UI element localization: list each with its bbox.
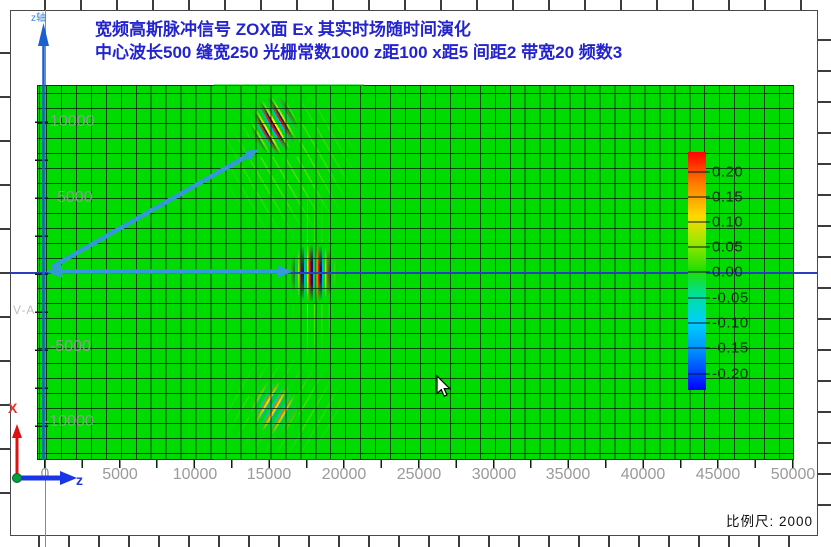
y-axis-ticks bbox=[35, 85, 48, 461]
colorbar-tick: 0.00 bbox=[688, 264, 743, 281]
colorbar-tick-line bbox=[688, 221, 710, 223]
ruler-top bbox=[10, 0, 818, 10]
x-tick-label: 40000 bbox=[620, 466, 666, 483]
colorbar-tick: -0.20 bbox=[688, 366, 749, 383]
colorbar-tick: -0.10 bbox=[688, 315, 749, 332]
colorbar-tick-label: -0.20 bbox=[712, 365, 749, 383]
scale-ruler-label: 比例尺: 2000 bbox=[725, 514, 813, 529]
colorbar-tick: -0.15 bbox=[688, 340, 749, 357]
colorbar-tick-label: 0.05 bbox=[712, 238, 744, 256]
colorbar bbox=[688, 152, 706, 390]
colorbar-tick-label: -0.10 bbox=[712, 314, 749, 332]
vertical-axis-label: z轴 bbox=[31, 13, 46, 24]
x-tick-label: 15000 bbox=[246, 466, 292, 483]
colorbar-tick-line bbox=[688, 246, 710, 248]
x-tick-label: 45000 bbox=[695, 466, 741, 483]
colorbar-tick-label: -0.05 bbox=[712, 289, 749, 307]
colorbar-tick-line bbox=[688, 171, 710, 173]
page-title: 宽频高斯脉冲信号 ZOX面 Ex 其实时场随时间演化 bbox=[95, 20, 471, 39]
ucs-z-label: z bbox=[76, 472, 83, 488]
colorbar-tick-label: 0.10 bbox=[712, 213, 744, 231]
colorbar-tick-label: 0.00 bbox=[712, 263, 744, 281]
x-tick-label: 20000 bbox=[321, 466, 367, 483]
colorbar-tick-label: 0.20 bbox=[712, 163, 744, 181]
x-axis-ticks bbox=[37, 460, 794, 468]
y-tick-label: 10000 bbox=[50, 113, 95, 130]
colorbar-tick-line bbox=[688, 271, 710, 273]
colorbar-tick-label: 0.15 bbox=[712, 188, 744, 206]
x-tick-label: 50000 bbox=[770, 466, 816, 483]
colorbar-tick: 0.05 bbox=[688, 239, 743, 256]
x-tick-label: 0 bbox=[40, 466, 50, 483]
colorbar-tick-line bbox=[688, 373, 710, 375]
colorbar-tick-line bbox=[688, 297, 710, 299]
x-tick-label: 25000 bbox=[396, 466, 442, 483]
z-axis-zero-line bbox=[10, 272, 818, 274]
y-tick-label: -5000 bbox=[50, 338, 91, 355]
colorbar-tick-line bbox=[688, 196, 710, 198]
colorbar-tick: 0.10 bbox=[688, 214, 743, 231]
ruler-bottom bbox=[10, 536, 818, 547]
ruler-right bbox=[818, 10, 831, 535]
colorbar-tick-label: -0.15 bbox=[712, 339, 749, 357]
x-tick-label: 10000 bbox=[172, 466, 218, 483]
colorbar-tick: -0.05 bbox=[688, 290, 749, 307]
side-axis-label: V-A bbox=[13, 303, 36, 317]
ucs-x-label: X bbox=[8, 400, 18, 416]
page-subtitle: 中心波长500 缝宽250 光栅常数1000 z距100 x距5 间距2 带宽2… bbox=[95, 43, 623, 62]
x-tick-label: 5000 bbox=[102, 466, 138, 483]
x-tick-label: 35000 bbox=[545, 466, 591, 483]
y-tick-label: -10000 bbox=[44, 413, 94, 430]
x-tick-label: 30000 bbox=[471, 466, 517, 483]
colorbar-tick: 0.20 bbox=[688, 164, 743, 181]
ruler-left bbox=[0, 10, 10, 535]
colorbar-tick: 0.15 bbox=[688, 189, 743, 206]
colorbar-tick-line bbox=[688, 322, 710, 324]
y-tick-label: 5000 bbox=[57, 189, 93, 206]
colorbar-tick-line bbox=[688, 347, 710, 349]
